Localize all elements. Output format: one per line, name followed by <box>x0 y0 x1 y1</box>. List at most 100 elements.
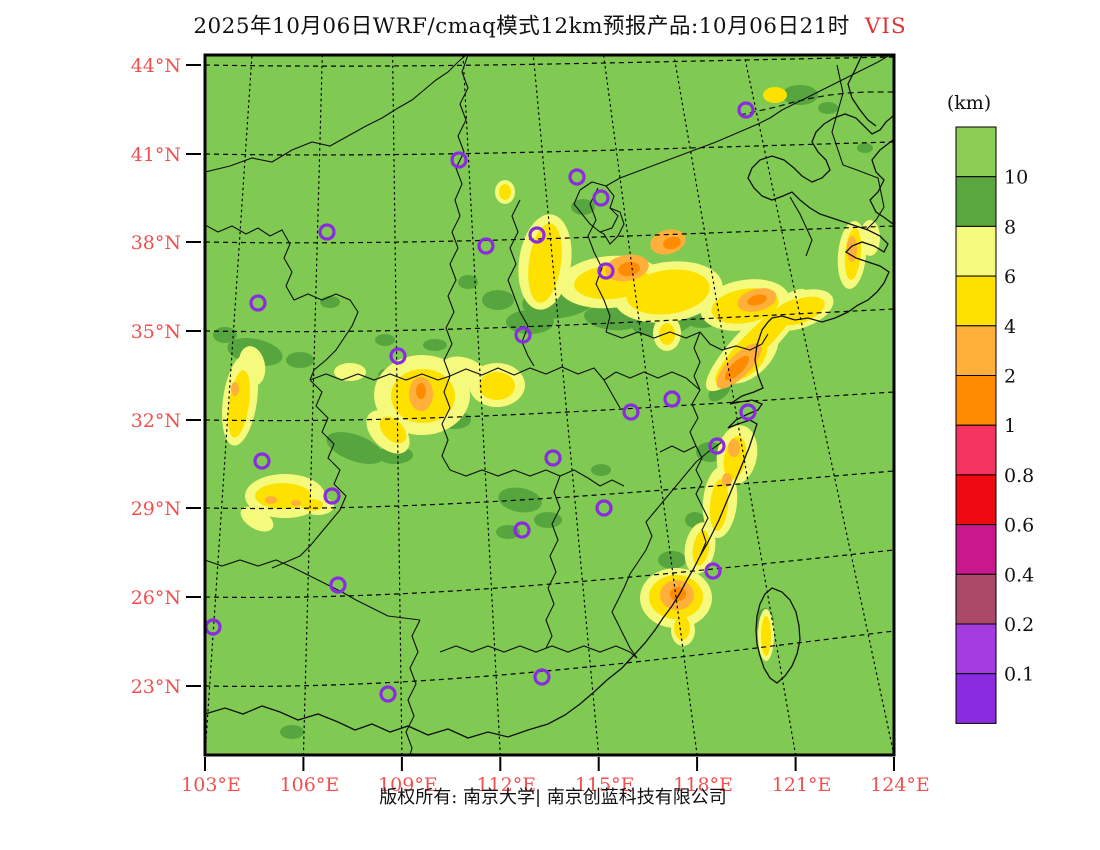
field-patch-dg <box>423 339 447 351</box>
field-patch-or <box>670 587 686 601</box>
province-boundary <box>599 207 625 245</box>
field-patch-dg <box>458 275 478 289</box>
map-frame <box>203 53 896 757</box>
province-boundary <box>206 559 421 621</box>
colorbar-boundary-label: 0.6 <box>1004 515 1034 537</box>
colorbar-segment <box>955 375 997 426</box>
field-patch-yl <box>479 372 515 400</box>
field-patch-lo <box>231 382 239 396</box>
lat-tick-label: 23°N <box>131 676 181 698</box>
field-patch-yl <box>659 323 675 345</box>
field-patch-yl <box>301 499 323 511</box>
meridian-gridline <box>603 56 698 754</box>
city-marker <box>595 499 613 517</box>
field-patch-dg <box>658 551 686 569</box>
province-boundary <box>405 619 421 754</box>
field-patch-py <box>240 506 274 532</box>
colorbar-boundary-label: 4 <box>1004 316 1016 338</box>
lon-tick-label: 106°E <box>280 774 340 796</box>
field-patch-lo <box>722 473 732 487</box>
parallel-gridline <box>206 549 893 599</box>
city-marker <box>622 403 640 421</box>
parallel-gridline <box>206 470 893 510</box>
lat-tick-label: 41°N <box>131 144 181 166</box>
colorbar-boundary-label: 0.1 <box>1004 664 1034 686</box>
city-marker <box>592 189 610 207</box>
province-boundary <box>449 469 625 487</box>
colorbar-segment <box>955 126 997 178</box>
map-sea-land-background <box>205 55 894 755</box>
city-marker <box>737 101 755 119</box>
meridian-gridline <box>462 56 501 754</box>
city-marker <box>318 223 336 241</box>
colorbar-boundary-label: 0.8 <box>1004 465 1034 487</box>
city-marker <box>389 347 407 365</box>
colorbar-segment <box>955 325 997 376</box>
meridian-gridline <box>206 56 253 742</box>
latitude-axis: 44°N 41°N 38°N 35°N 32°N 29°N 26°N 23°N <box>131 55 201 698</box>
field-patch-yl <box>763 87 787 103</box>
field-patch-dg <box>506 310 554 334</box>
lat-tick-label: 26°N <box>131 587 181 609</box>
province-boundary <box>693 331 701 391</box>
city-marker <box>704 562 722 580</box>
colorbar-segment <box>955 176 997 227</box>
lat-tick-label: 35°N <box>131 321 181 343</box>
visibility-field-blobs <box>213 85 880 739</box>
coastline-and-province-boundaries <box>206 56 893 754</box>
city-marker <box>514 326 532 344</box>
colorbar-boundary-label: 1 <box>1004 415 1016 437</box>
province-boundary <box>439 645 638 659</box>
colorbar-segment <box>955 573 997 625</box>
province-boundary <box>206 56 466 173</box>
field-patch-dg <box>482 290 514 310</box>
plot-title-main: 2025年10月06日WRF/cmaq模式12km预报产品:10月06日21时 <box>193 14 849 39</box>
colorbar-segment <box>955 524 997 575</box>
lat-tick-label: 44°N <box>131 55 181 77</box>
province-boundary <box>206 225 359 381</box>
plot-title-vis-tag: VIS <box>864 14 907 39</box>
city-marker <box>663 390 681 408</box>
city-marker <box>253 452 271 470</box>
coastline <box>869 139 893 225</box>
city-marker <box>533 668 551 686</box>
city-marker <box>477 237 495 255</box>
copyright-text: 版权所有: 南京大学| 南京创蓝科技有限公司 <box>379 787 727 808</box>
field-patch-dg <box>280 725 304 739</box>
colorbar-unit-label: (km) <box>947 92 991 114</box>
lon-tick-label: 124°E <box>870 774 930 796</box>
lon-tick-label: 115°E <box>575 774 635 796</box>
field-patch-yl <box>709 479 729 531</box>
colorbar: 10 8 6 4 2 1 0.8 0.6 0.4 0.2 0.1 <box>955 126 1034 724</box>
colorbar-boundary-label: 2 <box>1004 366 1016 388</box>
city-marker <box>379 685 397 703</box>
field-patch-or <box>747 294 767 306</box>
field-patch-lo <box>291 500 301 506</box>
province-boundary <box>271 379 347 569</box>
field-patch-yl <box>674 616 690 640</box>
province-boundary <box>507 199 535 367</box>
field-patch-dg <box>591 464 611 476</box>
province-boundary <box>831 64 885 231</box>
province-boundary <box>309 373 451 381</box>
field-patch-dg <box>534 512 562 528</box>
lon-tick-label: 109°E <box>378 774 438 796</box>
colorbar-segment <box>955 474 997 526</box>
province-boundary <box>441 375 451 471</box>
province-boundary <box>545 475 561 649</box>
field-patch-lo <box>265 496 277 504</box>
colorbar-boundary-label: 8 <box>1004 216 1016 238</box>
field-patch-dg <box>320 296 340 308</box>
coastline <box>847 56 877 127</box>
city-markers <box>206 101 757 703</box>
field-patch-or <box>416 383 426 399</box>
field-patch-lo <box>847 236 857 262</box>
coastline <box>755 587 801 684</box>
colorbar-segment <box>955 424 997 476</box>
city-marker <box>450 151 468 169</box>
longitude-axis: 103°E 106°E 109°E 112°E 115°E 118°E 121°E 124°E <box>181 757 930 796</box>
field-patch-lo <box>728 439 740 457</box>
province-boundary <box>443 56 469 377</box>
